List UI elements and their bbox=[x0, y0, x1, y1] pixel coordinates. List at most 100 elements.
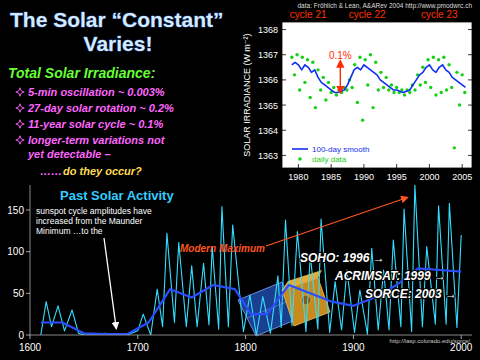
mission-label: ACRIMSAT: 1999 → bbox=[334, 269, 446, 283]
data-point bbox=[387, 88, 390, 91]
x-tick bbox=[245, 335, 246, 339]
x-tick-label: 1800 bbox=[234, 342, 257, 353]
data-point bbox=[290, 56, 293, 59]
data-point bbox=[395, 86, 398, 89]
data-point bbox=[437, 58, 440, 61]
summary-item: 5-min oscillation ~ 0.003% bbox=[28, 86, 165, 98]
data-point bbox=[463, 91, 466, 94]
data-point bbox=[327, 81, 330, 84]
slide-title: Varies! bbox=[84, 32, 153, 55]
annotation-arrow bbox=[340, 61, 341, 92]
data-point bbox=[419, 83, 422, 86]
y-tick bbox=[282, 79, 286, 80]
bullet bbox=[16, 120, 24, 128]
y-axis-label: SOLAR IRRADIANCE (W m⁻²) bbox=[242, 33, 252, 156]
data-point bbox=[455, 71, 458, 74]
data-point bbox=[392, 91, 395, 94]
data-point bbox=[306, 58, 309, 61]
chart-title: Past Solar Activity bbox=[60, 188, 174, 203]
y-tick bbox=[468, 79, 472, 80]
data-point bbox=[432, 56, 435, 59]
chart: 16001700180019002000050100150 bbox=[7, 185, 472, 353]
data-point bbox=[426, 58, 429, 61]
data-point bbox=[374, 61, 377, 64]
summary-heading: Total Solar Irradiance: bbox=[8, 65, 155, 81]
annotation-arrow bbox=[266, 198, 407, 247]
x-tick bbox=[331, 164, 332, 168]
bullet bbox=[16, 104, 24, 112]
note: increased from the Maunder bbox=[36, 216, 142, 226]
data-point bbox=[358, 56, 361, 59]
x-tick-label: 1600 bbox=[19, 342, 42, 353]
bullet bbox=[16, 88, 24, 96]
data-point bbox=[364, 58, 367, 61]
data-point bbox=[413, 88, 416, 91]
data-point bbox=[390, 83, 393, 86]
y-tick-label: 150 bbox=[7, 205, 24, 216]
x-tick-label: 1900 bbox=[342, 342, 365, 353]
y-tick bbox=[282, 54, 286, 55]
data-point bbox=[295, 53, 298, 56]
data-point bbox=[403, 93, 406, 96]
data-point bbox=[458, 103, 461, 106]
summary-item: 11-year solar cycle ~ 0.1% bbox=[28, 118, 163, 130]
x-tick bbox=[396, 164, 397, 168]
y-tick-label: 1365 bbox=[258, 101, 278, 111]
data-point bbox=[421, 66, 424, 69]
legend-swatch bbox=[292, 148, 308, 150]
data-point bbox=[314, 106, 317, 109]
data-point bbox=[447, 63, 450, 66]
data-point bbox=[384, 76, 387, 79]
y-tick-label: 50 bbox=[13, 288, 25, 299]
y-tick-label: 1366 bbox=[258, 75, 278, 85]
data-point bbox=[445, 88, 448, 91]
data-point bbox=[319, 88, 322, 91]
data-point bbox=[356, 101, 359, 104]
bullet bbox=[16, 136, 24, 144]
x-tick-label: 2005 bbox=[452, 172, 472, 182]
data-point bbox=[453, 146, 456, 149]
y-tick-label: 1364 bbox=[258, 126, 278, 136]
data-point bbox=[366, 83, 369, 86]
data-point bbox=[298, 88, 301, 91]
x-tick bbox=[353, 335, 354, 339]
note: Minimum …to the bbox=[36, 226, 103, 236]
x-tick-label: 1980 bbox=[288, 172, 308, 182]
note: sunspot cycle amplitudes have bbox=[36, 206, 152, 216]
data-point bbox=[450, 86, 453, 89]
y-tick-label: 1363 bbox=[258, 151, 278, 161]
y-tick bbox=[26, 293, 30, 294]
x-tick-label: 1995 bbox=[387, 172, 407, 182]
summary-item: longer-term variations not bbox=[28, 134, 166, 146]
y-tick bbox=[282, 105, 286, 106]
x-tick bbox=[462, 164, 463, 168]
y-tick-label: 1368 bbox=[258, 25, 278, 35]
x-tick bbox=[429, 164, 430, 168]
data-point bbox=[442, 56, 445, 59]
data-point bbox=[324, 98, 327, 101]
data-point bbox=[371, 106, 374, 109]
x-tick-label: 1700 bbox=[127, 342, 150, 353]
y-tick bbox=[26, 335, 30, 336]
y-tick bbox=[282, 130, 286, 131]
data-point bbox=[460, 73, 463, 76]
data-line bbox=[41, 268, 461, 334]
credit-url: http://lasp.colorado.edu/sorce/ bbox=[390, 338, 471, 344]
y-tick-label: 1367 bbox=[258, 50, 278, 60]
plot-frame bbox=[282, 22, 472, 168]
data-point bbox=[303, 81, 306, 84]
y-tick-label: 0 bbox=[18, 330, 24, 341]
cycle-label: cycle 21 bbox=[290, 9, 327, 20]
summary-dots: …… bbox=[40, 165, 62, 177]
y-tick bbox=[26, 210, 30, 211]
marks bbox=[290, 53, 466, 150]
data-point bbox=[316, 68, 319, 71]
y-tick bbox=[282, 155, 286, 156]
slide: The Solar “Constant”Varies!Total Solar I… bbox=[0, 0, 480, 360]
mission-label: SOHO: 1996 → bbox=[300, 251, 385, 265]
y-tick bbox=[26, 251, 30, 252]
data-point bbox=[353, 63, 356, 66]
data-point bbox=[369, 53, 372, 56]
y-tick bbox=[468, 29, 472, 30]
x-tick-label: 2000 bbox=[419, 172, 439, 182]
